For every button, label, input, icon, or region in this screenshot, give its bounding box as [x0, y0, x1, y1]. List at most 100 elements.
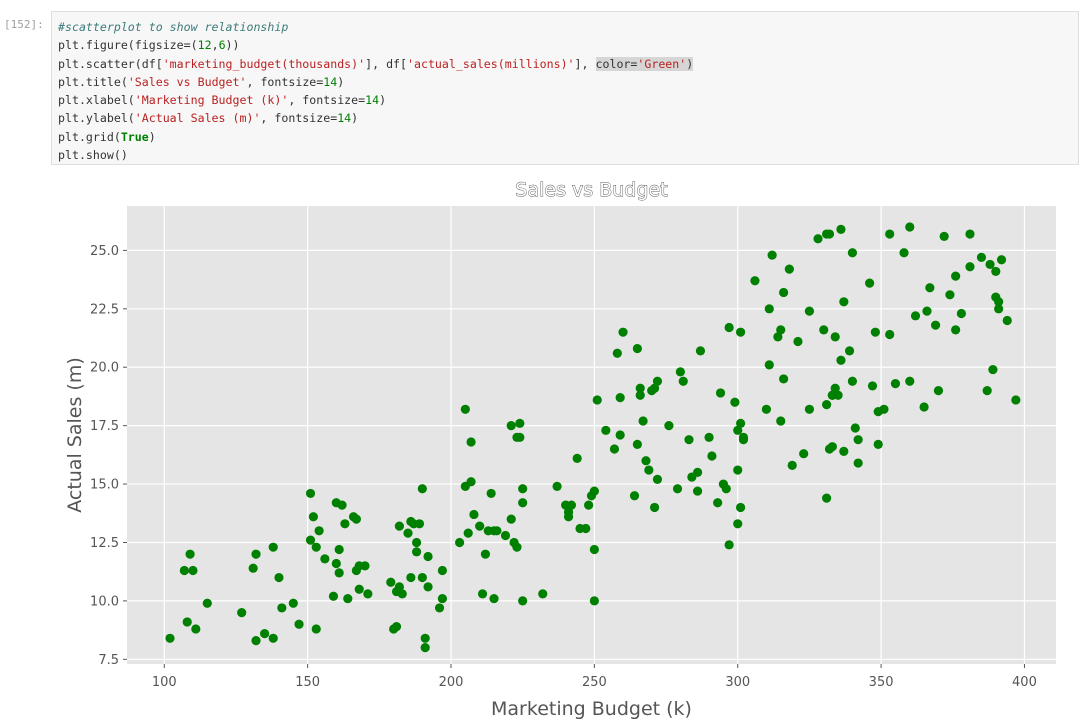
code-token: color=: [595, 56, 638, 71]
x-axis-title: Marketing Budget (k): [491, 698, 692, 720]
scatter-point: [827, 442, 837, 452]
scatter-point: [411, 537, 422, 548]
scatter-point: [724, 322, 734, 333]
scatter-point: [288, 598, 298, 608]
scatter-point: [649, 383, 660, 393]
code-token: #scatterplot to show relationship: [58, 20, 289, 34]
scatter-point: [337, 500, 347, 510]
scatter-point: [351, 514, 361, 524]
code-token: , fontsize=: [260, 111, 338, 126]
scatter-point: [839, 446, 849, 456]
scatter-point: [518, 498, 528, 508]
scatter-point: [589, 544, 599, 555]
scatter-point: [165, 633, 175, 643]
code-line: #scatterplot to show relationship: [58, 18, 1078, 36]
scatter-point: [996, 255, 1007, 265]
scatter-point: [237, 607, 247, 618]
scatter-point: [417, 572, 427, 583]
scatter-point: [822, 493, 832, 503]
chart-title: Sales vs Budget: [515, 179, 667, 201]
scatter-point: [423, 551, 433, 562]
scatter-point: [618, 327, 628, 337]
code-token: 14: [337, 111, 352, 126]
scatter-point: [414, 519, 425, 529]
y-tick-label: 17.5: [90, 419, 119, 434]
scatter-point: [776, 416, 786, 426]
scatter-point: [331, 558, 341, 569]
y-tick-label: 12.5: [90, 536, 119, 551]
code-line: plt.title('Sales vs Budget', fontsize=14…: [58, 73, 1078, 91]
scatter-point: [692, 486, 703, 496]
code-token: plt.ylabel(: [58, 111, 135, 126]
scatter-point: [847, 376, 858, 386]
y-axis-title: Actual Sales (m): [64, 357, 86, 513]
scatter-point: [615, 393, 625, 403]
code-token: True: [120, 129, 149, 144]
scatter-point: [268, 633, 278, 643]
scatter-chart: 100 150 200 250 300 350 400 7.5 10.0 12.5 15.0 17.…: [64, 179, 1056, 720]
scatter-point: [615, 430, 625, 440]
scatter-point: [455, 537, 465, 548]
scatter-point: [836, 224, 846, 234]
code-token: ], df[: [365, 56, 408, 71]
scatter-point: [406, 572, 416, 583]
scatter-point: [274, 572, 284, 583]
scatter-point: [965, 229, 975, 239]
scatter-point: [836, 355, 846, 365]
code-token: )): [225, 38, 240, 53]
scatter-point: [905, 376, 915, 386]
scatter-point: [885, 229, 895, 239]
scatter-point: [311, 542, 321, 552]
scatter-point: [870, 327, 880, 337]
code-token: 'Sales vs Budget': [127, 74, 247, 89]
scatter-point: [475, 521, 485, 531]
scatter-point: [363, 589, 373, 599]
scatter-point: [733, 425, 743, 435]
code-token: plt.grid(: [58, 129, 121, 144]
scatter-point: [930, 320, 941, 330]
code-line: plt.scatter(df['marketing_budget(thousan…: [58, 55, 1078, 73]
scatter-point: [500, 530, 511, 541]
scatter-point: [793, 336, 803, 347]
scatter-point: [939, 231, 949, 241]
scatter-point: [784, 264, 794, 274]
scatter-point: [612, 348, 622, 358]
scatter-point: [890, 378, 901, 389]
scatter-point: [360, 561, 370, 571]
scatter-point: [994, 297, 1004, 307]
scatter-point: [248, 563, 258, 573]
scatter-point: [850, 423, 860, 433]
scatter-point: [707, 451, 717, 461]
scatter-point: [804, 306, 815, 316]
data-points: [165, 222, 1021, 653]
scatter-point: [340, 519, 350, 529]
code-token: ],: [574, 56, 596, 71]
scatter-point: [191, 624, 201, 634]
scatter-point: [420, 643, 430, 653]
scatter-point: [480, 549, 491, 559]
scatter-point: [761, 404, 772, 414]
scatter-point: [538, 589, 548, 599]
scatter-point: [403, 528, 413, 538]
scatter-point: [735, 418, 746, 428]
scatter-point: [675, 367, 685, 377]
scatter-point: [202, 598, 212, 608]
code-token: plt.scatter(df[: [58, 56, 163, 71]
scatter-point: [738, 435, 749, 445]
scatter-point: [988, 364, 998, 375]
scatter-point: [466, 437, 476, 447]
x-tick-label: 350: [869, 675, 894, 690]
scatter-point: [397, 589, 407, 599]
scatter-point: [1002, 315, 1012, 326]
scatter-point: [991, 266, 1001, 277]
code-cell-input[interactable]: #scatterplot to show relationship plt.fig…: [51, 11, 1079, 165]
scatter-point: [830, 332, 840, 342]
scatter-point: [394, 521, 404, 531]
scatter-point: [394, 582, 404, 592]
scatter-point: [314, 526, 324, 536]
code-line: plt.ylabel('Actual Sales (m)', fontsize=…: [58, 109, 1078, 127]
scatter-point: [563, 507, 574, 517]
scatter-point: [776, 325, 786, 335]
scatter-point: [925, 283, 935, 293]
scatter-point: [733, 519, 743, 529]
